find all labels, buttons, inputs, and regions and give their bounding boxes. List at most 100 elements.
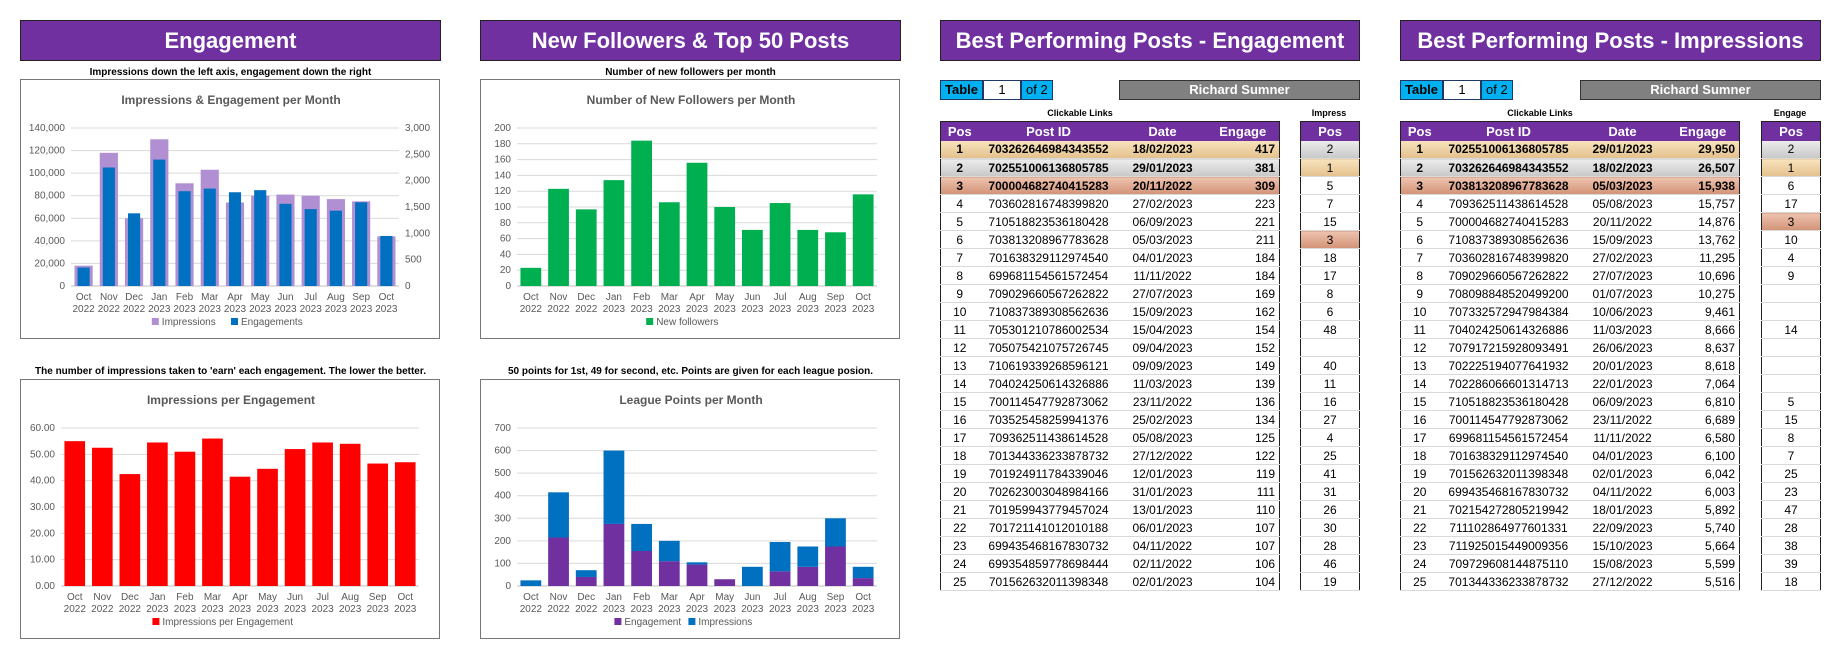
chart-title: Impressions & Engagement per Month xyxy=(121,93,340,107)
x-tick-month: Aug xyxy=(327,292,345,303)
post-id-link[interactable]: 709029660567262822 xyxy=(1438,266,1579,285)
post-id-link[interactable]: 702551006136805785 xyxy=(1438,140,1579,159)
table-row: 20 699435468167830732 04/11/2022 6,003 xyxy=(1400,482,1740,501)
engage-cell: 211 xyxy=(1206,230,1280,249)
date-cell: 18/01/2023 xyxy=(1578,500,1667,519)
side-pos-cell: 2 xyxy=(1761,140,1821,159)
table-row xyxy=(1761,284,1821,303)
table-row: 18 701638329112974540 04/01/2023 6,100 xyxy=(1400,446,1740,465)
post-id-link[interactable]: 699681154561572454 xyxy=(1438,428,1579,447)
post-id-link[interactable]: 702286066601314713 xyxy=(1438,374,1579,393)
bar xyxy=(631,140,652,286)
pos-cell: 17 xyxy=(1400,428,1439,447)
post-id-link[interactable]: 703602816748399820 xyxy=(978,194,1119,213)
y-tick-label: 0 xyxy=(505,581,511,592)
engage-cell: 162 xyxy=(1206,302,1280,321)
post-id-link[interactable]: 699681154561572454 xyxy=(978,266,1119,285)
post-id-link[interactable]: 711102864977601331 xyxy=(1438,518,1579,537)
post-id-link[interactable]: 707917215928093491 xyxy=(1438,338,1579,357)
post-id-link[interactable]: 700004682740415283 xyxy=(978,176,1119,195)
post-id-link[interactable]: 701562632011398348 xyxy=(1438,464,1579,483)
post-id-link[interactable]: 704024250614326886 xyxy=(978,374,1119,393)
post-id-link[interactable]: 702623003048984166 xyxy=(978,482,1119,501)
pos-cell: 16 xyxy=(1400,410,1439,429)
col-engage: Engage xyxy=(1206,121,1280,141)
post-id-link[interactable]: 703262646984343552 xyxy=(978,140,1119,159)
post-id-link[interactable]: 702154272805219942 xyxy=(1438,500,1579,519)
engagement-header: Engagement xyxy=(20,20,441,61)
post-id-link[interactable]: 700114547792873062 xyxy=(978,392,1119,411)
table-row: 22 701721141012010188 06/01/2023 107 xyxy=(940,518,1280,537)
post-id-link[interactable]: 701562632011398348 xyxy=(978,572,1119,591)
col-post-id: Post ID xyxy=(1438,121,1579,141)
post-id-link[interactable]: 700114547792873062 xyxy=(1438,410,1579,429)
table-row: 12 707917215928093491 26/06/2023 8,637 xyxy=(1400,338,1740,357)
x-tick-month: Jan xyxy=(151,292,167,303)
post-id-link[interactable]: 702551006136805785 xyxy=(978,158,1119,177)
post-id-link[interactable]: 701344336233878732 xyxy=(1438,572,1579,591)
post-id-link[interactable]: 701959943779457024 xyxy=(978,500,1119,519)
imp-table-number-input[interactable]: 1 xyxy=(1443,80,1481,100)
table-row: 18 xyxy=(1761,572,1821,591)
eng-table-number-input[interactable]: 1 xyxy=(983,80,1021,100)
post-id-link[interactable]: 710518823536180428 xyxy=(1438,392,1579,411)
post-id-link[interactable]: 699435468167830732 xyxy=(1438,482,1579,501)
post-id-link[interactable]: 707332572947984384 xyxy=(1438,302,1579,321)
bar xyxy=(147,442,168,586)
pos-cell: 12 xyxy=(940,338,979,357)
x-tick-year: 2022 xyxy=(547,604,570,615)
side-pos-cell: 28 xyxy=(1300,536,1360,555)
x-tick-month: Jun xyxy=(277,292,293,303)
post-id-link[interactable]: 703262646984343552 xyxy=(1438,158,1579,177)
post-id-link[interactable]: 703525458259941376 xyxy=(978,410,1119,429)
post-id-link[interactable]: 701638329112974540 xyxy=(1438,446,1579,465)
x-tick-year: 2023 xyxy=(658,304,681,315)
col-side-pos: Pos xyxy=(1761,121,1821,141)
post-id-link[interactable]: 710837389308562636 xyxy=(1438,230,1579,249)
pos-cell: 16 xyxy=(940,410,979,429)
table-row: 11 704024250614326886 11/03/2023 8,666 xyxy=(1400,320,1740,339)
bar-engagement xyxy=(631,551,652,586)
post-id-link[interactable]: 700004682740415283 xyxy=(1438,212,1579,231)
post-id-link[interactable]: 705075421075726745 xyxy=(978,338,1119,357)
post-id-link[interactable]: 704024250614326886 xyxy=(1438,320,1579,339)
legend-swatch xyxy=(688,618,696,625)
post-id-link[interactable]: 710619339268596121 xyxy=(978,356,1119,375)
post-id-link[interactable]: 709029660567262822 xyxy=(978,284,1119,303)
post-id-link[interactable]: 709362511438614528 xyxy=(978,428,1119,447)
post-id-link[interactable]: 703813208967783628 xyxy=(1438,176,1579,195)
post-id-link[interactable]: 701344336233878732 xyxy=(978,446,1119,465)
post-id-link[interactable]: 702225194077641932 xyxy=(1438,356,1579,375)
side-pos-cell xyxy=(1761,338,1821,357)
side-pos-cell: 19 xyxy=(1300,572,1360,591)
post-id-link[interactable]: 708098848520499200 xyxy=(1438,284,1579,303)
post-id-link[interactable]: 710837389308562636 xyxy=(978,302,1119,321)
y-tick-label: 0 xyxy=(505,281,511,292)
table-row: 46 xyxy=(1300,554,1360,573)
side-pos-cell: 7 xyxy=(1761,446,1821,465)
bar xyxy=(575,209,597,286)
x-tick-month: May xyxy=(715,592,734,603)
pos-cell: 24 xyxy=(940,554,979,573)
table-row: 17 699681154561572454 11/11/2022 6,580 xyxy=(1400,428,1740,447)
engage-cell: 6,042 xyxy=(1666,464,1740,483)
post-id-link[interactable]: 711925015449009356 xyxy=(1438,536,1579,555)
col-pos: Pos xyxy=(1400,121,1439,141)
engagement-posts-table: Pos Post ID Date Engage 1 703262646984343… xyxy=(940,121,1280,591)
post-id-link[interactable]: 709729608144875110 xyxy=(1438,554,1579,573)
y-tick-label: 700 xyxy=(494,423,511,434)
post-id-link[interactable]: 710518823536180428 xyxy=(978,212,1119,231)
post-id-link[interactable]: 703602816748399820 xyxy=(1438,248,1579,267)
x-tick-year: 2023 xyxy=(256,604,279,615)
post-id-link[interactable]: 701721141012010188 xyxy=(978,518,1119,537)
post-id-link[interactable]: 703813208967783628 xyxy=(978,230,1119,249)
post-id-link[interactable]: 701924911784339046 xyxy=(978,464,1119,483)
post-id-link[interactable]: 709362511438614528 xyxy=(1438,194,1579,213)
post-id-link[interactable]: 699435468167830732 xyxy=(978,536,1119,555)
post-id-link[interactable]: 701638329112974540 xyxy=(978,248,1119,267)
table-row: 15 xyxy=(1300,212,1360,231)
post-id-link[interactable]: 705301210786002534 xyxy=(978,320,1119,339)
side-pos-cell: 26 xyxy=(1300,500,1360,519)
y-tick-label: 60,000 xyxy=(34,213,65,224)
post-id-link[interactable]: 699354859778698444 xyxy=(978,554,1119,573)
